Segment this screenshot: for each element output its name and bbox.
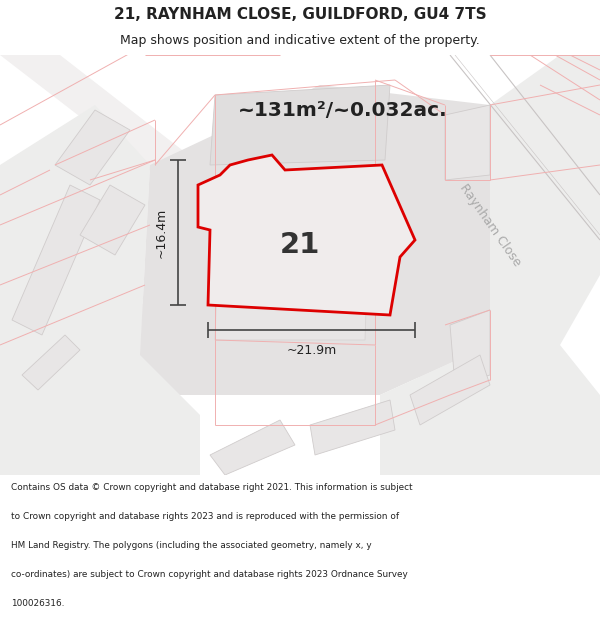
Polygon shape xyxy=(380,345,600,475)
Polygon shape xyxy=(0,55,600,475)
Polygon shape xyxy=(140,85,490,395)
Text: ~21.9m: ~21.9m xyxy=(286,344,337,357)
Polygon shape xyxy=(210,85,390,165)
Text: Raynham Close: Raynham Close xyxy=(457,181,523,269)
Text: co-ordinates) are subject to Crown copyright and database rights 2023 Ordnance S: co-ordinates) are subject to Crown copyr… xyxy=(11,570,407,579)
Polygon shape xyxy=(0,355,200,475)
Polygon shape xyxy=(215,190,370,340)
Polygon shape xyxy=(0,55,600,475)
Text: Map shows position and indicative extent of the property.: Map shows position and indicative extent… xyxy=(120,34,480,47)
Text: ~16.4m: ~16.4m xyxy=(155,208,168,258)
Polygon shape xyxy=(450,310,490,385)
Text: 100026316.: 100026316. xyxy=(11,599,64,609)
Polygon shape xyxy=(0,105,150,385)
Polygon shape xyxy=(12,185,100,335)
Text: ~131m²/~0.032ac.: ~131m²/~0.032ac. xyxy=(238,101,448,119)
Polygon shape xyxy=(310,400,395,455)
Polygon shape xyxy=(490,55,600,345)
Polygon shape xyxy=(445,105,490,180)
Polygon shape xyxy=(210,420,295,475)
Text: Contains OS data © Crown copyright and database right 2021. This information is : Contains OS data © Crown copyright and d… xyxy=(11,482,412,491)
Polygon shape xyxy=(80,185,145,255)
Polygon shape xyxy=(198,155,415,315)
Polygon shape xyxy=(410,355,490,425)
Text: HM Land Registry. The polygons (including the associated geometry, namely x, y: HM Land Registry. The polygons (includin… xyxy=(11,541,371,550)
Polygon shape xyxy=(22,335,80,390)
Polygon shape xyxy=(55,110,130,185)
Text: 21: 21 xyxy=(280,231,320,259)
Text: to Crown copyright and database rights 2023 and is reproduced with the permissio: to Crown copyright and database rights 2… xyxy=(11,512,399,521)
Text: 21, RAYNHAM CLOSE, GUILDFORD, GU4 7TS: 21, RAYNHAM CLOSE, GUILDFORD, GU4 7TS xyxy=(113,8,487,22)
